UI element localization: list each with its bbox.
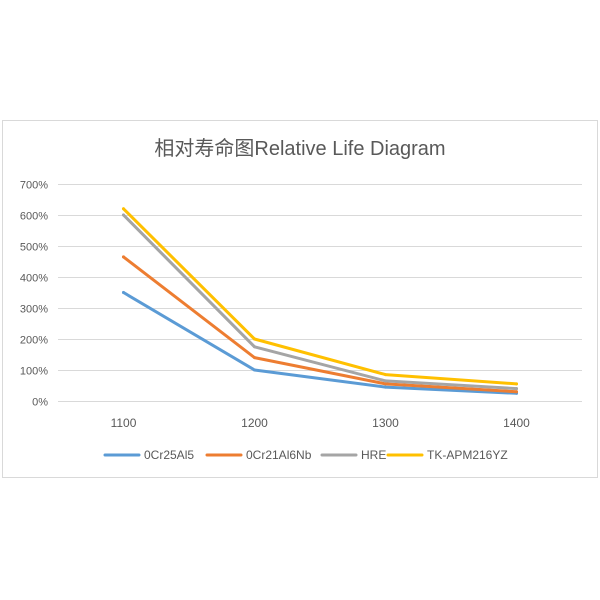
y-tick-label: 300% [20,304,48,316]
legend-label: 0Cr25Al5 [144,448,194,462]
y-tick-label: 0% [32,397,48,409]
data-point [122,255,125,259]
legend-label: HRE [361,448,386,462]
y-tick-label: 600% [20,211,48,223]
data-point [384,385,387,389]
legend-item-0cr21al6nb: 0Cr21Al6Nb [205,448,312,462]
data-point [515,382,518,386]
series-tk-apm216yz [122,207,518,386]
legend-item-0cr25al5: 0Cr25Al5 [103,448,194,462]
y-tick-label: 700% [20,180,48,192]
y-axis-tick-labels: 0% 100% 200% 300% 400% 500% 600% 700% [20,180,48,409]
data-point [384,373,387,377]
data-point [384,379,387,383]
series-0cr21al6nb [122,255,518,394]
data-point [122,291,125,294]
y-tick-label: 200% [20,335,48,347]
plot-series [122,207,518,395]
x-axis-tick-labels: 1100 1200 1300 1400 [111,416,531,430]
data-point [515,390,518,394]
legend-label: TK-APM216YZ [427,448,508,462]
chart-title: 相对寿命图Relative Life Diagram [154,137,445,160]
y-tick-label: 100% [20,366,48,378]
series-line-hre [122,213,518,391]
chart-frame [2,120,598,478]
data-point [253,345,256,349]
data-point [122,207,125,211]
series-line-0cr25al5 [122,291,518,395]
x-tick-label: 1300 [372,416,399,430]
x-tick-label: 1200 [241,416,268,430]
y-tick-label: 400% [20,273,48,285]
y-tick-label: 500% [20,242,48,254]
series-line-tk-apm216yz [122,207,518,386]
series-line-0cr21al6nb [122,255,518,394]
data-point [515,387,518,391]
data-point [253,368,256,372]
x-tick-label: 1100 [111,416,137,430]
x-tick-label: 1400 [503,416,530,430]
legend-item-tk-apm216yz: TK-APM216YZ [386,448,508,462]
legend: 0Cr25Al5 0Cr21Al6Nb HRE TK-APM216YZ [103,448,508,462]
data-point [122,213,125,217]
data-point [384,382,387,386]
legend-label: 0Cr21Al6Nb [246,448,312,462]
data-point [253,337,256,341]
legend-item-hre: HRE [320,448,386,462]
series-hre [122,213,518,391]
data-point [253,356,256,360]
gridlines [58,184,582,402]
